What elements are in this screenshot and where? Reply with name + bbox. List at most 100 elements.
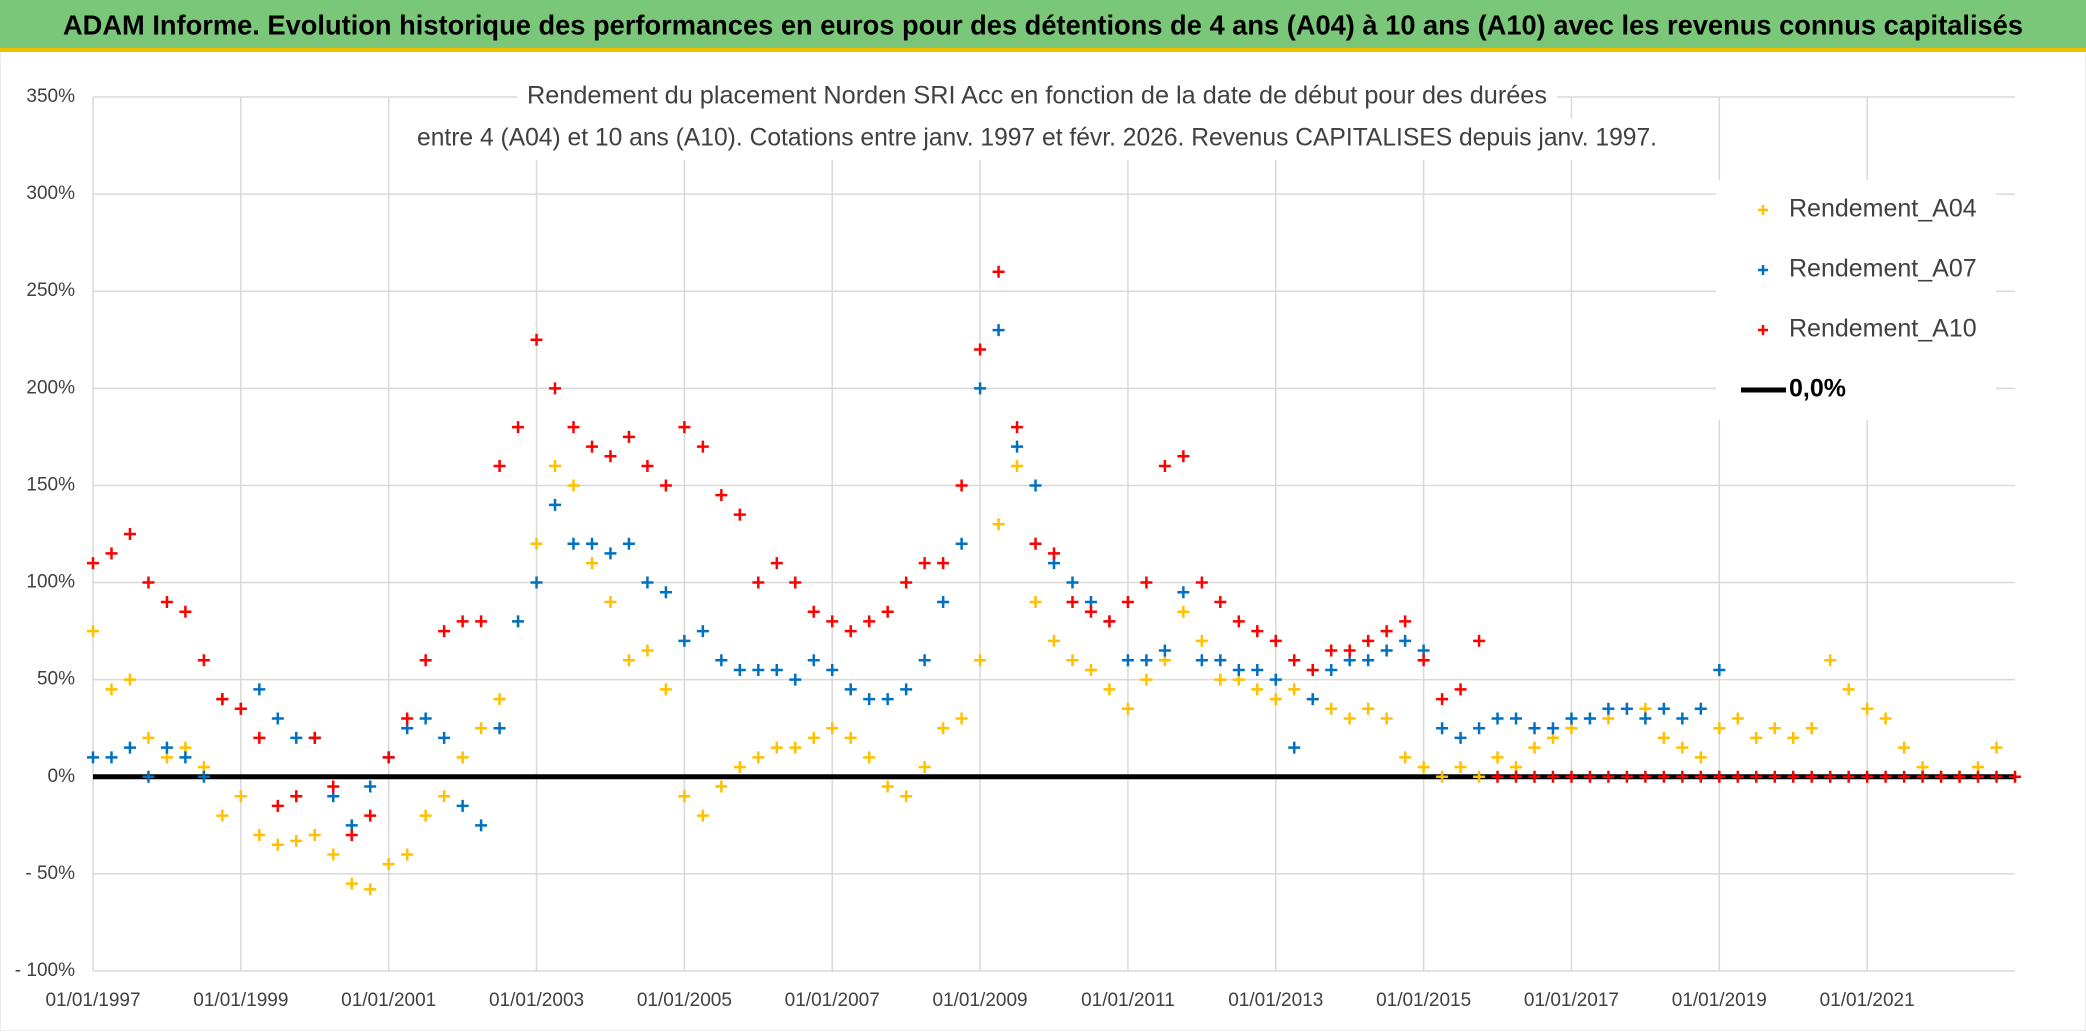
data-point: [622, 537, 635, 550]
data-point: [585, 557, 598, 570]
data-point: [1898, 741, 1911, 754]
data-point: [382, 751, 395, 764]
data-point: [1768, 770, 1781, 783]
data-point: [345, 877, 358, 890]
data-point: [197, 654, 210, 667]
data-point: [364, 780, 377, 793]
data-point: [1436, 770, 1449, 783]
legend-marker: [1758, 265, 1768, 275]
y-tick-label: - 50%: [25, 863, 75, 884]
data-point: [1639, 770, 1652, 783]
data-point: [918, 761, 931, 774]
data-point: [1251, 625, 1264, 638]
data-point: [290, 834, 303, 847]
data-point: [1731, 770, 1744, 783]
data-point: [1029, 595, 1042, 608]
data-point: [1232, 663, 1245, 676]
data-point: [604, 547, 617, 560]
data-point: [253, 829, 266, 842]
data-point: [1399, 751, 1412, 764]
data-point: [826, 615, 839, 628]
data-point: [715, 654, 728, 667]
data-point: [770, 557, 783, 570]
data-point: [752, 663, 765, 676]
x-tick-label: 01/01/2003: [489, 990, 584, 1011]
data-point: [382, 858, 395, 871]
data-point: [1953, 770, 1966, 783]
data-point: [253, 683, 266, 696]
data-point: [1103, 615, 1116, 628]
x-tick-label: 01/01/2007: [785, 990, 880, 1011]
data-point: [678, 421, 691, 434]
data-point: [1121, 654, 1134, 667]
data-point: [1399, 634, 1412, 647]
data-point: [1565, 770, 1578, 783]
data-point: [123, 741, 136, 754]
y-tick-label: 50%: [37, 669, 75, 690]
data-point: [160, 595, 173, 608]
data-point: [1195, 654, 1208, 667]
data-point: [1251, 683, 1264, 696]
data-point: [1657, 702, 1670, 715]
data-point: [234, 790, 247, 803]
data-point: [604, 595, 617, 608]
data-point: [530, 576, 543, 589]
data-point: [1491, 712, 1504, 725]
data-point: [308, 731, 321, 744]
data-point: [234, 702, 247, 715]
x-tick-label: 01/01/2009: [933, 990, 1028, 1011]
data-point: [1454, 683, 1467, 696]
data-point: [271, 799, 284, 812]
data-point: [1528, 741, 1541, 754]
data-point: [475, 819, 488, 832]
x-tick-label: 01/01/1999: [193, 990, 288, 1011]
data-point: [696, 625, 709, 638]
data-point: [1824, 770, 1837, 783]
legend-label: 0,0%: [1789, 375, 1846, 403]
data-point: [1084, 605, 1097, 618]
data-point: [475, 615, 488, 628]
data-point: [641, 460, 654, 473]
x-tick-label: 01/01/2019: [1672, 990, 1767, 1011]
data-point: [179, 751, 192, 764]
data-point: [1048, 634, 1060, 647]
data-point: [826, 663, 839, 676]
data-point: [955, 479, 968, 492]
header-bar: [0, 0, 2086, 50]
data-point: [1380, 644, 1393, 657]
data-point: [1362, 702, 1375, 715]
data-point: [1842, 770, 1855, 783]
data-point: [105, 547, 118, 560]
data-point: [1694, 751, 1707, 764]
data-point: [345, 829, 358, 842]
data-point: [770, 663, 783, 676]
data-point: [955, 712, 968, 725]
data-point: [549, 498, 562, 511]
header-border: [0, 48, 2086, 52]
data-point: [678, 790, 691, 803]
data-point: [1195, 576, 1208, 589]
data-point: [1436, 722, 1449, 735]
data-point: [1103, 683, 1116, 696]
chart-title: entre 4 (A04) et 10 ans (A10). Cotations…: [417, 124, 1657, 152]
data-point: [419, 712, 432, 725]
y-tick-label: 300%: [26, 183, 75, 204]
data-point: [1713, 663, 1726, 676]
data-point: [1861, 702, 1874, 715]
data-point: [567, 479, 580, 492]
data-point: [1380, 712, 1393, 725]
data-point: [1491, 751, 1504, 764]
title-background: [517, 76, 1557, 118]
data-point: [1177, 605, 1190, 618]
data-point: [179, 605, 192, 618]
data-point: [1805, 770, 1818, 783]
data-point: [992, 518, 1005, 531]
data-point: [696, 440, 709, 453]
data-point: [789, 576, 802, 589]
data-point: [493, 693, 506, 706]
data-point: [1713, 722, 1726, 735]
data-point: [1011, 440, 1024, 453]
y-tick-label: 100%: [26, 572, 75, 593]
header-title: ADAM Informe. Evolution historique des p…: [63, 9, 2023, 40]
